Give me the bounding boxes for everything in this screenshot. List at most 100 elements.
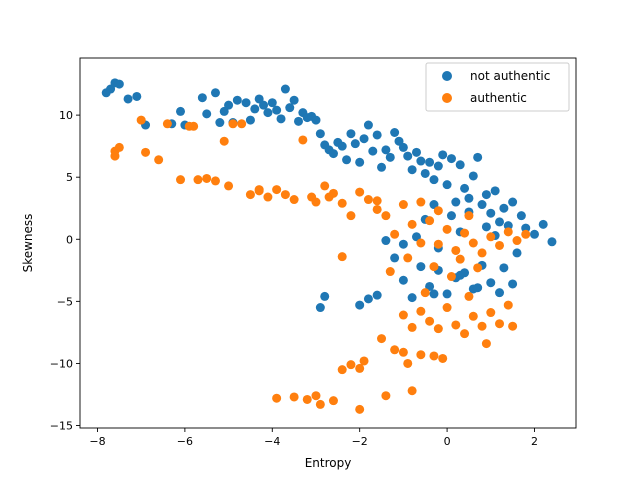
point-not-authentic-11 [202, 109, 212, 119]
point-authentic-32 [381, 211, 391, 221]
point-authentic-22 [298, 135, 308, 145]
point-authentic-59 [359, 356, 369, 366]
legend-marker-authentic [442, 93, 452, 103]
x-tick-label: −4 [264, 435, 280, 448]
point-not-authentic-4 [123, 94, 133, 104]
point-authentic-40 [451, 245, 461, 255]
point-not-authentic-83 [538, 219, 548, 229]
point-authentic-69 [398, 310, 408, 320]
point-authentic-85 [446, 272, 456, 282]
point-not-authentic-60 [425, 157, 435, 167]
point-not-authentic-70 [468, 171, 478, 181]
point-authentic-47 [512, 236, 522, 246]
point-not-authentic-107 [473, 283, 483, 293]
x-tick-label: −2 [352, 435, 368, 448]
point-not-authentic-15 [224, 100, 234, 110]
point-not-authentic-62 [433, 161, 443, 171]
point-not-authentic-54 [398, 142, 408, 152]
point-authentic-53 [315, 399, 325, 409]
point-authentic-61 [381, 391, 391, 401]
points-layer [101, 78, 557, 414]
point-authentic-28 [346, 211, 356, 221]
point-authentic-62 [390, 345, 400, 355]
point-authentic-87 [455, 254, 465, 264]
y-tick-label: −10 [50, 357, 73, 370]
point-not-authentic-3 [114, 79, 124, 89]
point-not-authentic-40 [337, 141, 347, 151]
point-not-authentic-65 [446, 154, 456, 164]
point-authentic-72 [425, 316, 435, 326]
point-authentic-3 [136, 115, 146, 125]
point-not-authentic-76 [495, 217, 505, 227]
point-not-authentic-105 [429, 289, 439, 299]
y-tick-label: 5 [66, 171, 73, 184]
point-authentic-24 [311, 197, 321, 207]
point-authentic-95 [416, 197, 426, 207]
point-authentic-83 [481, 339, 491, 349]
point-not-authentic-101 [363, 294, 373, 304]
point-authentic-35 [407, 219, 417, 229]
point-not-authentic-108 [495, 288, 505, 298]
point-not-authentic-106 [455, 270, 465, 280]
point-not-authentic-67 [455, 160, 465, 170]
point-not-authentic-51 [385, 152, 395, 162]
point-authentic-7 [176, 175, 186, 185]
point-authentic-78 [477, 321, 487, 331]
point-authentic-63 [398, 347, 408, 357]
point-authentic-16 [245, 190, 255, 200]
plot-frame [79, 57, 577, 429]
point-not-authentic-96 [407, 293, 417, 303]
point-authentic-65 [407, 386, 417, 396]
point-not-authentic-99 [381, 236, 391, 246]
point-not-authentic-77 [499, 203, 509, 213]
x-tick-label: −8 [89, 435, 105, 448]
point-authentic-79 [486, 308, 496, 318]
point-not-authentic-24 [267, 98, 277, 108]
point-authentic-55 [355, 404, 365, 414]
point-authentic-29 [355, 187, 365, 197]
legend-label-not-authentic: not authentic [470, 69, 550, 83]
point-not-authentic-56 [407, 165, 417, 175]
point-not-authentic-85 [512, 248, 522, 258]
point-not-authentic-38 [328, 149, 338, 159]
point-not-authentic-35 [315, 129, 325, 139]
point-authentic-86 [429, 262, 439, 272]
point-authentic-33 [390, 229, 400, 239]
point-authentic-48 [521, 229, 531, 239]
point-authentic-52 [311, 391, 321, 401]
point-authentic-75 [451, 320, 461, 330]
point-authentic-42 [468, 238, 478, 248]
y-tick-label: −15 [50, 420, 73, 433]
point-not-authentic-69 [464, 193, 474, 203]
point-not-authentic-48 [372, 130, 382, 140]
point-not-authentic-80 [516, 211, 526, 221]
point-not-authentic-68 [460, 183, 470, 193]
point-authentic-14 [228, 119, 238, 129]
point-authentic-1 [114, 142, 124, 152]
point-not-authentic-52 [390, 128, 400, 137]
point-authentic-45 [495, 240, 505, 250]
x-tick-label: 0 [444, 435, 451, 448]
point-not-authentic-66 [451, 197, 461, 207]
point-not-authentic-78 [503, 221, 513, 231]
point-not-authentic-13 [215, 118, 225, 128]
point-authentic-25 [320, 181, 330, 191]
point-not-authentic-30 [294, 116, 303, 126]
point-not-authentic-59 [420, 168, 430, 178]
point-not-authentic-58 [416, 156, 426, 166]
legend-box [425, 62, 570, 112]
point-not-authentic-81 [521, 223, 531, 233]
point-not-authentic-10 [197, 93, 207, 103]
point-authentic-60 [377, 334, 387, 344]
point-authentic-84 [464, 291, 474, 301]
point-authentic-46 [503, 227, 513, 237]
y-axis: −15 −10 −5 0 5 10 [50, 109, 80, 433]
point-authentic-51 [302, 394, 312, 404]
point-authentic-12 [210, 176, 220, 186]
point-authentic-82 [508, 321, 518, 331]
y-tick-label: 10 [59, 109, 73, 122]
point-not-authentic-61 [429, 175, 439, 185]
point-not-authentic-71 [473, 152, 483, 162]
point-not-authentic-95 [416, 262, 426, 272]
point-not-authentic-74 [486, 208, 496, 218]
